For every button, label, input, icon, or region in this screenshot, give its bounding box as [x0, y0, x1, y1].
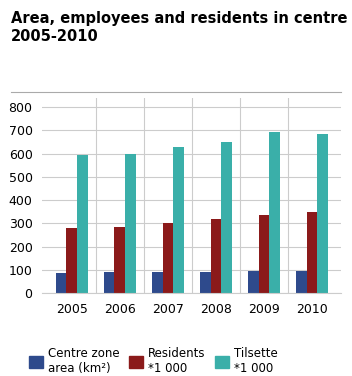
- Bar: [248, 271, 259, 293]
- Bar: [56, 273, 67, 293]
- Bar: [307, 212, 317, 293]
- Bar: [67, 227, 77, 293]
- Bar: [200, 271, 210, 293]
- Bar: [125, 154, 136, 293]
- Bar: [173, 147, 184, 293]
- Bar: [317, 134, 328, 293]
- Text: Area, employees and residents in centre zones.
2005-2010: Area, employees and residents in centre …: [11, 11, 352, 44]
- Legend: Centre zone
area (km²), Residents
*1 000, Tilsette
*1 000: Centre zone area (km²), Residents *1 000…: [24, 342, 282, 376]
- Bar: [221, 142, 232, 293]
- Bar: [77, 156, 88, 293]
- Bar: [296, 271, 307, 293]
- Bar: [210, 219, 221, 293]
- Bar: [163, 223, 173, 293]
- Bar: [259, 215, 269, 293]
- Bar: [269, 132, 280, 293]
- Bar: [114, 227, 125, 293]
- Bar: [152, 272, 163, 293]
- Bar: [104, 272, 114, 293]
